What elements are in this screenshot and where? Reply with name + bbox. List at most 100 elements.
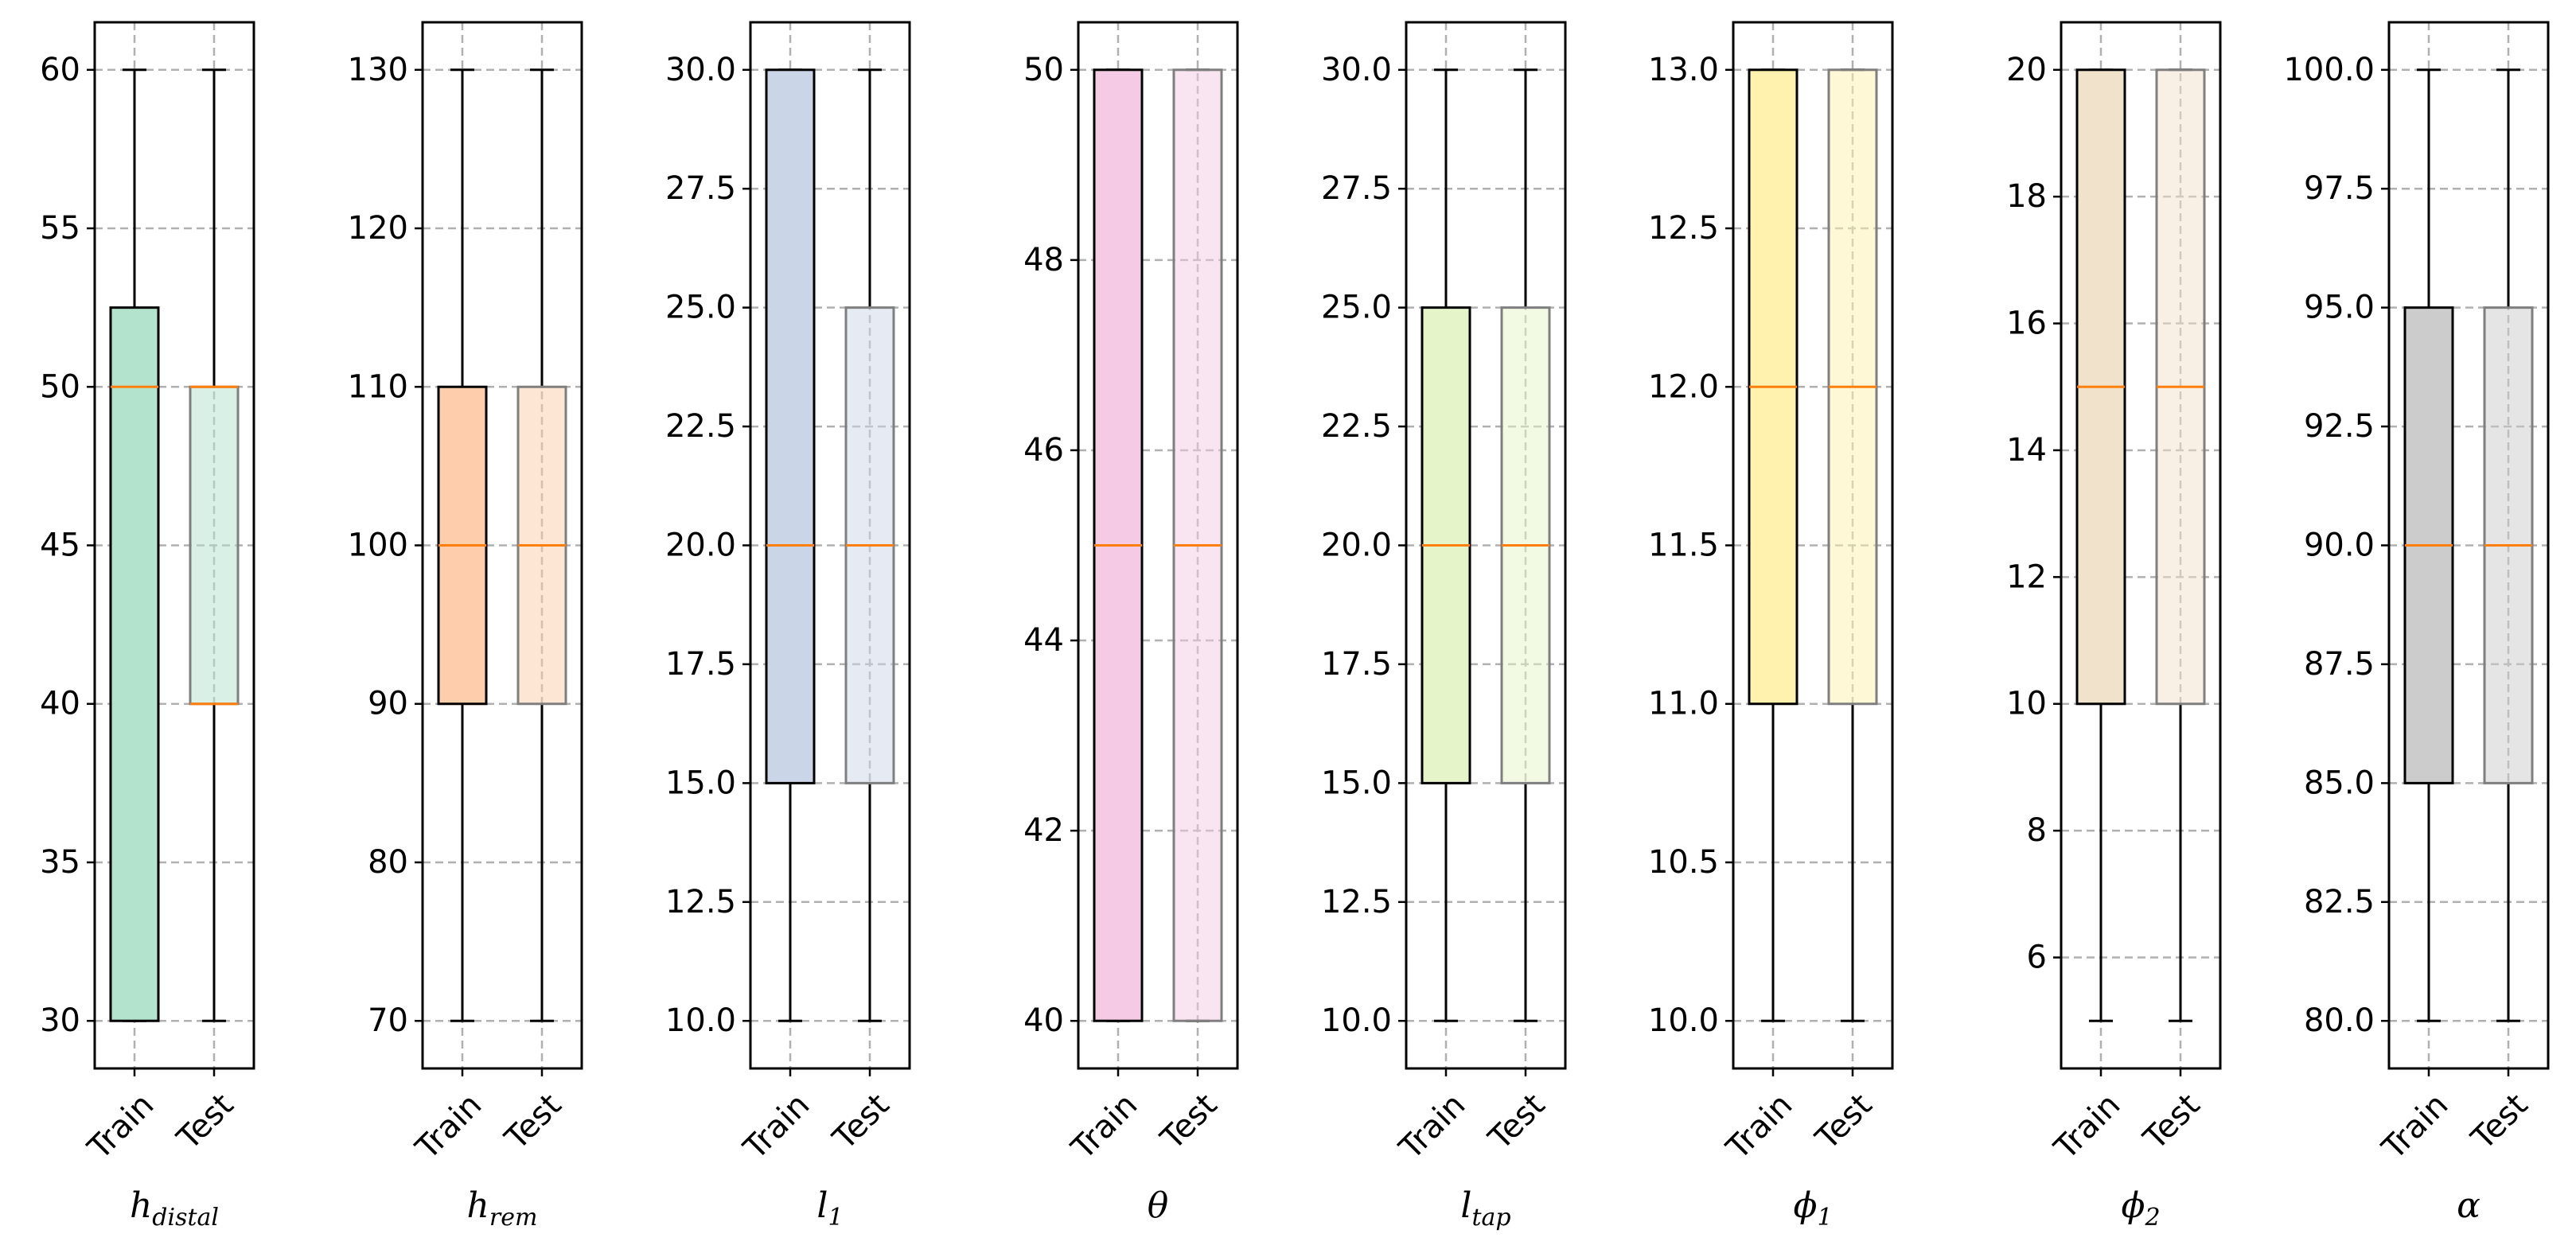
variable-label-l_1: l1 bbox=[816, 1185, 843, 1232]
x-tick-label-train: Train bbox=[1392, 1087, 1472, 1167]
y-tick-label: 90.0 bbox=[2304, 527, 2375, 564]
panel-l_1: 10.0 12.5 15.0 17.5 20.0 22.5 25.0 27.5 30.0 Trai… bbox=[665, 21, 911, 1232]
box-alpha-test bbox=[2483, 68, 2534, 1022]
axes-frame bbox=[2387, 21, 2550, 1070]
variable-label-phi_1: ϕ1 bbox=[1793, 1185, 1832, 1232]
box-body bbox=[109, 306, 160, 1022]
x-tick-label-test: Test bbox=[170, 1087, 240, 1158]
x-tick-label-train: Train bbox=[1064, 1087, 1144, 1167]
variable-label-l_tap: ltap bbox=[1460, 1185, 1510, 1232]
x-tick-label-train: Train bbox=[2375, 1087, 2455, 1167]
x-tick-label-train: Train bbox=[80, 1087, 161, 1167]
y-tick-label: 44 bbox=[1023, 622, 1064, 659]
y-tick-label: 92.5 bbox=[2304, 408, 2375, 445]
box-alpha-train bbox=[2403, 68, 2454, 1022]
box-l_1-test bbox=[844, 68, 895, 1022]
y-tick-label: 12.0 bbox=[1648, 368, 1719, 405]
y-tick-label: 11.0 bbox=[1648, 686, 1719, 722]
x-tick-label-train: Train bbox=[408, 1087, 489, 1167]
y-tick-label: 27.5 bbox=[665, 170, 736, 207]
variable-label-h_rem: hrem bbox=[467, 1185, 538, 1232]
y-tick-label: 12.5 bbox=[665, 884, 736, 920]
y-tick-label: 10.5 bbox=[1648, 844, 1719, 881]
panel-alpha: 80.0 82.5 85.0 87.5 90.0 92.5 95.0 97.5 100.0 Tra… bbox=[2283, 21, 2550, 1226]
y-tick-label: 17.5 bbox=[1321, 646, 1392, 683]
axes-frame bbox=[93, 21, 255, 1070]
y-tick-label: 12.5 bbox=[1648, 210, 1719, 247]
y-tick-label: 13.0 bbox=[1648, 52, 1719, 88]
y-tick-label: 130 bbox=[348, 52, 408, 88]
variable-label-phi_2: ϕ2 bbox=[2121, 1185, 2160, 1232]
y-tick-label: 35 bbox=[40, 844, 80, 881]
y-tick-label: 80 bbox=[368, 844, 408, 881]
x-tick-label-test: Test bbox=[1153, 1087, 1224, 1158]
box-l_tap-train bbox=[1421, 68, 1471, 1022]
y-tick-label: 18 bbox=[2006, 178, 2047, 215]
box-l_1-train bbox=[765, 68, 816, 1022]
y-tick-label: 80.0 bbox=[2304, 1002, 2375, 1039]
panel-h_rem: 70 80 90 100 110 120 130 Train Test hrem bbox=[348, 21, 583, 1232]
y-tick-label: 22.5 bbox=[1321, 408, 1392, 445]
y-tick-label: 42 bbox=[1023, 812, 1064, 849]
x-tick-label-train: Train bbox=[736, 1087, 816, 1167]
y-tick-label: 100 bbox=[348, 527, 408, 564]
box-h_distal-train bbox=[109, 68, 160, 1022]
y-tick-label: 12.5 bbox=[1321, 884, 1392, 920]
box-phi_2-train bbox=[2075, 68, 2126, 1022]
variable-label-theta: θ bbox=[1148, 1185, 1169, 1226]
axes-frame bbox=[1405, 21, 1567, 1070]
y-tick-label: 55 bbox=[40, 210, 80, 247]
x-tick-label-test: Test bbox=[1481, 1087, 1552, 1158]
y-tick-label: 6 bbox=[2027, 940, 2047, 976]
y-tick-label: 120 bbox=[348, 210, 408, 247]
y-tick-label: 46 bbox=[1023, 432, 1064, 469]
panel-theta: 40 42 44 46 48 50 Train Test θ bbox=[1023, 21, 1239, 1226]
panel-phi_2: 6 8 10 12 14 16 18 20 Train Test ϕ2 bbox=[2006, 21, 2222, 1232]
axes-frame bbox=[749, 21, 911, 1070]
box-h_rem-test bbox=[516, 68, 567, 1022]
box-body bbox=[189, 385, 240, 706]
y-tick-label: 14 bbox=[2006, 432, 2047, 469]
axes-frame bbox=[1732, 21, 1894, 1070]
y-tick-label: 30.0 bbox=[665, 52, 736, 88]
y-tick-label: 90 bbox=[368, 686, 408, 722]
y-tick-label: 110 bbox=[348, 368, 408, 405]
y-tick-label: 50 bbox=[40, 368, 80, 405]
y-tick-label: 60 bbox=[40, 52, 80, 88]
y-tick-label: 20.0 bbox=[1321, 527, 1392, 564]
y-tick-label: 15.0 bbox=[665, 765, 736, 801]
y-tick-label: 11.5 bbox=[1648, 527, 1719, 564]
y-tick-label: 97.5 bbox=[2304, 170, 2375, 207]
x-tick-label-train: Train bbox=[2047, 1087, 2127, 1167]
y-tick-label: 10.0 bbox=[1648, 1002, 1719, 1039]
box-phi_1-test bbox=[1827, 68, 1878, 1022]
y-tick-label: 8 bbox=[2027, 812, 2047, 849]
y-tick-label: 20.0 bbox=[665, 527, 736, 564]
y-tick-label: 70 bbox=[368, 1002, 408, 1039]
y-tick-label: 87.5 bbox=[2304, 646, 2375, 683]
x-tick-label-test: Test bbox=[2136, 1087, 2207, 1158]
box-theta-test bbox=[1172, 68, 1223, 1022]
x-tick-label-test: Test bbox=[2464, 1087, 2535, 1158]
variable-label-h_distal: hdistal bbox=[130, 1185, 219, 1232]
box-h_distal-test bbox=[189, 68, 240, 1022]
y-tick-label: 10.0 bbox=[665, 1002, 736, 1039]
panel-phi_1: 10.0 10.5 11.0 11.5 12.0 12.5 13.0 Train Test ϕ1 bbox=[1648, 21, 1894, 1232]
box-phi_2-test bbox=[2155, 68, 2206, 1022]
y-tick-label: 40 bbox=[1023, 1002, 1064, 1039]
x-tick-label-test: Test bbox=[825, 1087, 896, 1158]
y-tick-label: 30 bbox=[40, 1002, 80, 1039]
y-tick-label: 82.5 bbox=[2304, 884, 2375, 920]
y-tick-label: 25.0 bbox=[1321, 290, 1392, 326]
y-tick-label: 45 bbox=[40, 527, 80, 564]
axes-frame bbox=[421, 21, 583, 1070]
y-tick-label: 95.0 bbox=[2304, 290, 2375, 326]
axes-frame bbox=[1077, 21, 1239, 1070]
panel-h_distal: 30 35 40 45 50 55 60 Train Test hdistal bbox=[40, 21, 255, 1232]
axes-frame bbox=[2060, 21, 2222, 1070]
y-tick-label: 12 bbox=[2006, 558, 2047, 595]
y-tick-label: 16 bbox=[2006, 305, 2047, 342]
y-tick-label: 17.5 bbox=[665, 646, 736, 683]
